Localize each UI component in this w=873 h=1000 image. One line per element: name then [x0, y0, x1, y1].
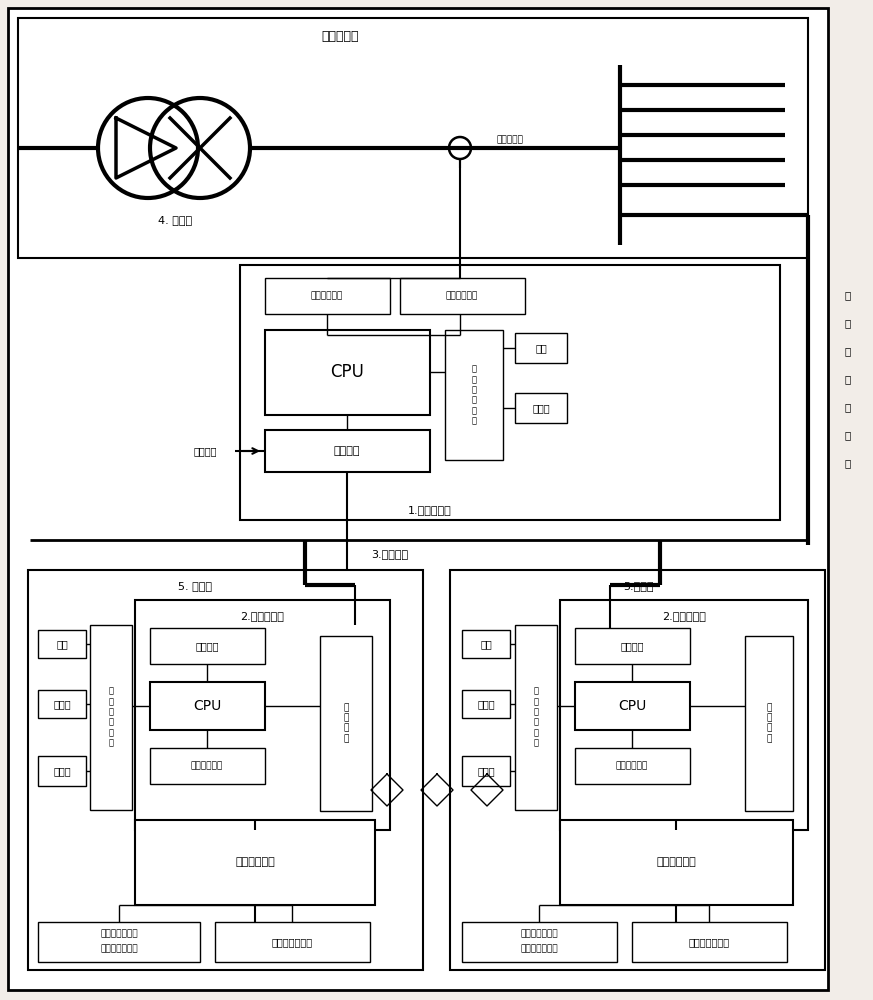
Text: 电流互感器: 电流互感器: [497, 135, 524, 144]
Text: 与电动汽车接口: 与电动汽车接口: [272, 937, 313, 947]
Text: 输
入
输
出
模
块: 输 入 输 出 模 块: [533, 686, 539, 748]
Bar: [265, 278, 390, 314]
Text: 功能扩展模块: 功能扩展模块: [615, 762, 648, 770]
Text: 4. 变压器: 4. 变压器: [158, 215, 192, 225]
Text: CPU: CPU: [330, 363, 364, 381]
Bar: [265, 430, 430, 472]
Text: 电: 电: [845, 402, 851, 412]
Text: 电: 电: [845, 318, 851, 328]
Text: 汽车接入传感器: 汽车接入传感器: [520, 930, 558, 938]
Text: 供配电系统: 供配电系统: [321, 29, 359, 42]
Text: 电流信号转换: 电流信号转换: [446, 292, 478, 300]
Bar: [560, 820, 793, 905]
Bar: [38, 690, 86, 718]
Text: 键盘: 键盘: [535, 343, 546, 353]
Bar: [450, 570, 825, 970]
Text: 电能处理单元: 电能处理单元: [656, 857, 696, 867]
Bar: [240, 265, 780, 520]
Bar: [462, 756, 510, 786]
Bar: [150, 748, 265, 784]
Bar: [632, 922, 787, 962]
Text: 电流电压传感器: 电流电压传感器: [520, 944, 558, 954]
Text: 输
入
输
出
模
块: 输 入 输 出 模 块: [108, 686, 113, 748]
Bar: [515, 625, 557, 810]
Bar: [135, 820, 375, 905]
Text: 电流电压传感器: 电流电压传感器: [100, 944, 138, 954]
Text: 读卡器: 读卡器: [53, 766, 71, 776]
Text: 1.控制器主机: 1.控制器主机: [408, 505, 452, 515]
Bar: [38, 922, 200, 962]
Text: 通讯模块: 通讯模块: [333, 446, 361, 456]
Text: 输
入
输
出
模
块: 输 入 输 出 模 块: [471, 364, 477, 426]
Bar: [215, 922, 370, 962]
Text: 2.控制器分机: 2.控制器分机: [662, 611, 706, 621]
Text: 显示器: 显示器: [533, 403, 550, 413]
Bar: [462, 922, 617, 962]
Text: 读卡器: 读卡器: [478, 766, 495, 776]
Bar: [38, 630, 86, 658]
Text: 显示器: 显示器: [478, 699, 495, 709]
Text: 执
行
模
块: 执 行 模 块: [766, 703, 772, 743]
Bar: [462, 630, 510, 658]
Bar: [28, 570, 423, 970]
Text: 桩: 桩: [845, 346, 851, 356]
Text: 2.控制器分机: 2.控制器分机: [240, 611, 284, 621]
Bar: [575, 628, 690, 664]
Bar: [150, 682, 265, 730]
Bar: [575, 748, 690, 784]
Text: 缆: 缆: [845, 458, 851, 468]
Text: 至上位机: 至上位机: [193, 446, 217, 456]
Text: 键盘: 键盘: [480, 639, 491, 649]
Text: 与电动汽车接口: 与电动汽车接口: [689, 937, 730, 947]
Text: 供: 供: [845, 374, 851, 384]
Text: CPU: CPU: [618, 699, 646, 713]
Text: CPU: CPU: [193, 699, 221, 713]
Bar: [135, 600, 390, 830]
Bar: [515, 393, 567, 423]
Text: 通讯模块: 通讯模块: [196, 641, 219, 651]
Bar: [320, 636, 372, 811]
Bar: [265, 330, 430, 415]
Text: 充: 充: [845, 290, 851, 300]
Text: 电压信号转换: 电压信号转换: [311, 292, 343, 300]
Text: 功能扩展模块: 功能扩展模块: [191, 762, 223, 770]
Text: 5.充电桩: 5.充电桩: [622, 581, 653, 591]
Text: 键盘: 键盘: [56, 639, 68, 649]
Bar: [445, 330, 503, 460]
Bar: [560, 600, 808, 830]
Bar: [18, 18, 808, 258]
Bar: [462, 690, 510, 718]
Bar: [150, 628, 265, 664]
Text: 5. 充电桩: 5. 充电桩: [178, 581, 212, 591]
Text: 汽车接入传感器: 汽车接入传感器: [100, 930, 138, 938]
Bar: [575, 682, 690, 730]
Bar: [38, 756, 86, 786]
Bar: [515, 333, 567, 363]
Bar: [745, 636, 793, 811]
Text: 通讯模块: 通讯模块: [620, 641, 643, 651]
Text: 执
行
模
块: 执 行 模 块: [343, 703, 348, 743]
Text: 显示器: 显示器: [53, 699, 71, 709]
Bar: [400, 278, 525, 314]
Text: 电: 电: [845, 430, 851, 440]
Text: 3.通讯总线: 3.通讯总线: [371, 549, 409, 559]
Text: 电能处理单元: 电能处理单元: [235, 857, 275, 867]
Bar: [90, 625, 132, 810]
